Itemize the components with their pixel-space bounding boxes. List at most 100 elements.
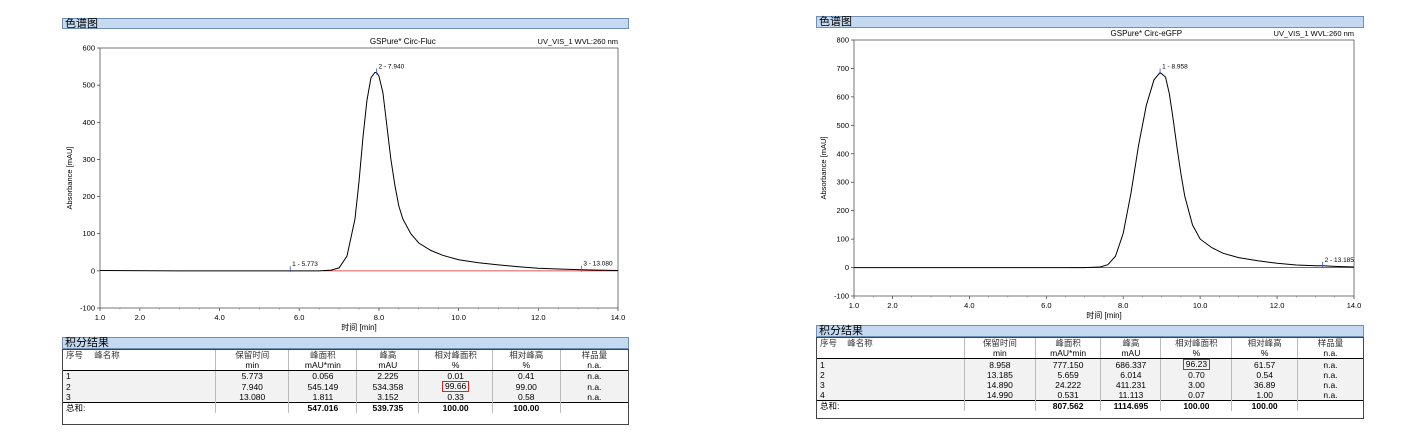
table-cell: 1.811: [288, 392, 357, 403]
y-tick-label: 400: [82, 118, 95, 127]
total-cell: 547.016: [288, 402, 357, 413]
chart-title: GSPure* Circ-eGFP: [1111, 29, 1183, 38]
left-chromatogram-chart: GSPure* Circ-Fluc UV_VIS_1 WVL:260 nm -100…: [65, 37, 625, 332]
table-cell: 411.231: [1100, 380, 1161, 390]
table-cell: 0.531: [1034, 390, 1101, 401]
table-cell: 11.113: [1100, 390, 1161, 401]
column-header: 保留时间: [215, 350, 289, 360]
y-tick-label: 0: [91, 266, 95, 275]
column-header: 峰高: [1100, 338, 1161, 348]
table-row: 2 13.185 5.659 6.014 0.70 0.54 n.a.: [817, 370, 1363, 380]
left-results-table-frame: 序号 峰名称 保留时间 峰面积 峰高 相对峰面积 相对峰高 样品量 min mAU*min mAU%…: [62, 349, 629, 425]
y-tick-label: 500: [836, 121, 849, 130]
table-cell: n.a.: [1296, 380, 1363, 390]
column-header: 序号: [820, 338, 838, 348]
table-cell: 3.00: [1160, 380, 1232, 390]
highlighted-value: 99.66: [442, 381, 470, 392]
right-results-header: 积分结果: [816, 325, 1364, 337]
table-cell: 2: [63, 381, 92, 392]
y-axis-label: Absorbance [mAU]: [819, 137, 828, 200]
table-cell: 13.080: [215, 392, 289, 403]
x-tick-label: 10.0: [451, 313, 466, 322]
column-unit: min: [963, 348, 1036, 359]
total-cell: [215, 402, 289, 413]
table-cell: 6.014: [1100, 370, 1161, 380]
total-cell: 100.00: [418, 402, 493, 413]
total-cell: [963, 400, 1036, 411]
column-header: 相对峰面积: [1160, 338, 1232, 348]
peak-label: 1 - 5.773: [292, 261, 318, 268]
table-cell: [91, 392, 216, 403]
table-cell: 2: [817, 370, 845, 380]
peak-label: 2 - 7.940: [379, 64, 405, 71]
column-header: 相对峰高: [1231, 338, 1298, 348]
chart-channel: UV_VIS_1 WVL:260 nm: [538, 37, 618, 46]
total-cell: [844, 400, 965, 411]
column-header: 相对峰面积: [418, 350, 493, 360]
column-header: 序号: [66, 350, 84, 360]
x-tick-label: 10.0: [1193, 301, 1208, 310]
y-tick-label: 300: [836, 178, 849, 187]
column-unit: mAU*min: [1034, 348, 1101, 359]
table-cell: 3: [63, 392, 92, 403]
table-cell: n.a.: [559, 392, 628, 403]
x-tick-label: 12.0: [531, 313, 546, 322]
total-cell: 807.562: [1034, 400, 1101, 411]
table-cell: 14.890: [963, 380, 1036, 390]
column-unit: mAU: [356, 360, 419, 371]
table-cell: [844, 390, 965, 401]
total-cell: 总和:: [817, 400, 845, 411]
x-tick-label: 4.0: [214, 313, 224, 322]
table-cell: [844, 370, 965, 380]
chromatogram-trace: [99, 72, 619, 272]
x-axis-label: 时间 [min]: [1086, 310, 1122, 320]
column-header: 峰名称: [847, 338, 873, 348]
column-header: 样品量: [1296, 338, 1363, 348]
table-cell: 7.940: [215, 381, 289, 392]
table-cell: 36.89: [1231, 380, 1298, 390]
column-unit: %: [1231, 348, 1298, 359]
table-cell: 1.00: [1231, 390, 1298, 401]
column-unit: min: [215, 360, 289, 371]
y-tick-label: 400: [836, 149, 849, 158]
table-cell: 545.149: [288, 381, 357, 392]
x-tick-label: 14.0: [1347, 301, 1362, 310]
table-unit-row: min mAU*min mAU%% n.a.: [817, 348, 1363, 359]
table-cell: 1: [63, 370, 92, 381]
column-header: 峰面积: [288, 350, 357, 360]
y-tick-label: 700: [836, 64, 849, 73]
column-unit: [844, 348, 965, 359]
table-cell: 0.54: [1231, 370, 1298, 380]
right-results-table: 序号 峰名称 保留时间 峰面积 峰高 相对峰面积 相对峰高 样品量 min mAU*min mAU%…: [817, 338, 1363, 411]
column-header: 相对峰高: [491, 350, 561, 360]
table-row: 3 14.890 24.222 411.231 3.00 36.89 n.a.: [817, 380, 1363, 390]
total-cell: [1296, 400, 1363, 411]
y-tick-label: 300: [82, 155, 95, 164]
right-results-table-frame: 序号 峰名称 保留时间 峰面积 峰高 相对峰面积 相对峰高 样品量 min mAU*min mAU%…: [816, 337, 1364, 419]
chart-channel: UV_VIS_1 WVL:260 nm: [1274, 29, 1354, 38]
y-tick-label: 600: [82, 44, 95, 53]
table-cell: 96.23: [1160, 358, 1232, 370]
y-tick-label: 100: [836, 235, 849, 244]
total-cell: 100.00: [491, 402, 561, 413]
x-tick-label: 2.0: [135, 313, 145, 322]
peak-label: 1 - 8.958: [1162, 63, 1188, 70]
table-cell: [844, 358, 965, 370]
table-row: 4 14.990 0.531 11.113 0.07 1.00 n.a.: [817, 390, 1363, 401]
column-unit: n.a.: [559, 360, 628, 371]
total-cell: [91, 402, 216, 413]
table-total-row: 总和: 547.016 539.735 100.00 100.00: [63, 402, 628, 413]
total-cell: 100.00: [1231, 400, 1298, 411]
table-cell: 13.185: [963, 370, 1036, 380]
table-cell: 0.58: [491, 392, 561, 403]
x-tick-label: 1.0: [849, 301, 859, 310]
y-tick-label: 600: [836, 92, 849, 101]
table-header-row: 序号 峰名称 保留时间 峰面积 峰高 相对峰面积 相对峰高 样品量: [817, 338, 1363, 348]
x-tick-label: 8.0: [1118, 301, 1128, 310]
y-tick-label: 100: [82, 229, 95, 238]
table-cell: 8.958: [963, 358, 1036, 370]
y-tick-label: -100: [834, 292, 849, 301]
table-row: 3 13.080 1.811 3.152 0.33 0.58 n.a.: [63, 392, 628, 403]
table-cell: n.a.: [1296, 358, 1363, 370]
total-cell: 100.00: [1160, 400, 1232, 411]
